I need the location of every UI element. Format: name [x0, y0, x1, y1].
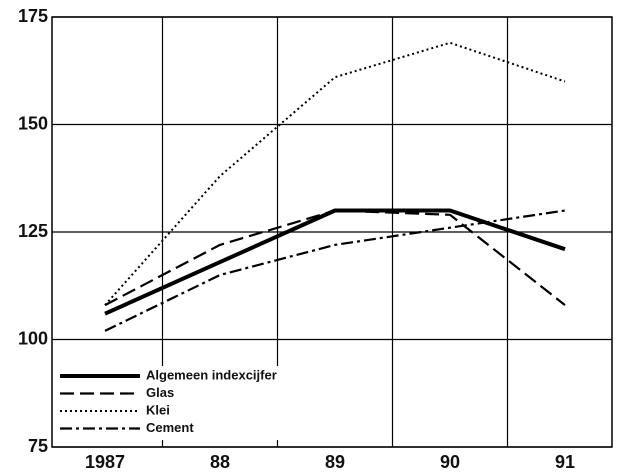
series-line — [104, 209, 566, 307]
y-tick-label: 175 — [18, 6, 48, 26]
legend-label: Algemeen indexcijfer — [146, 367, 277, 382]
y-tick-label: 125 — [18, 221, 48, 241]
y-tick-label: 100 — [18, 328, 48, 348]
x-tick-label: 89 — [325, 452, 345, 472]
legend-label: Klei — [146, 402, 170, 417]
legend-label: Glas — [146, 385, 174, 400]
series-line — [104, 41, 566, 306]
y-tick-label: 150 — [18, 113, 48, 133]
x-tick-label: 91 — [555, 452, 575, 472]
x-tick-label: 90 — [440, 452, 460, 472]
legend-label: Cement — [146, 420, 194, 435]
y-tick-label: 75 — [28, 436, 48, 456]
x-tick-label: 88 — [210, 452, 230, 472]
x-tick-label: 1987 — [85, 452, 125, 472]
series-line — [104, 209, 566, 332]
